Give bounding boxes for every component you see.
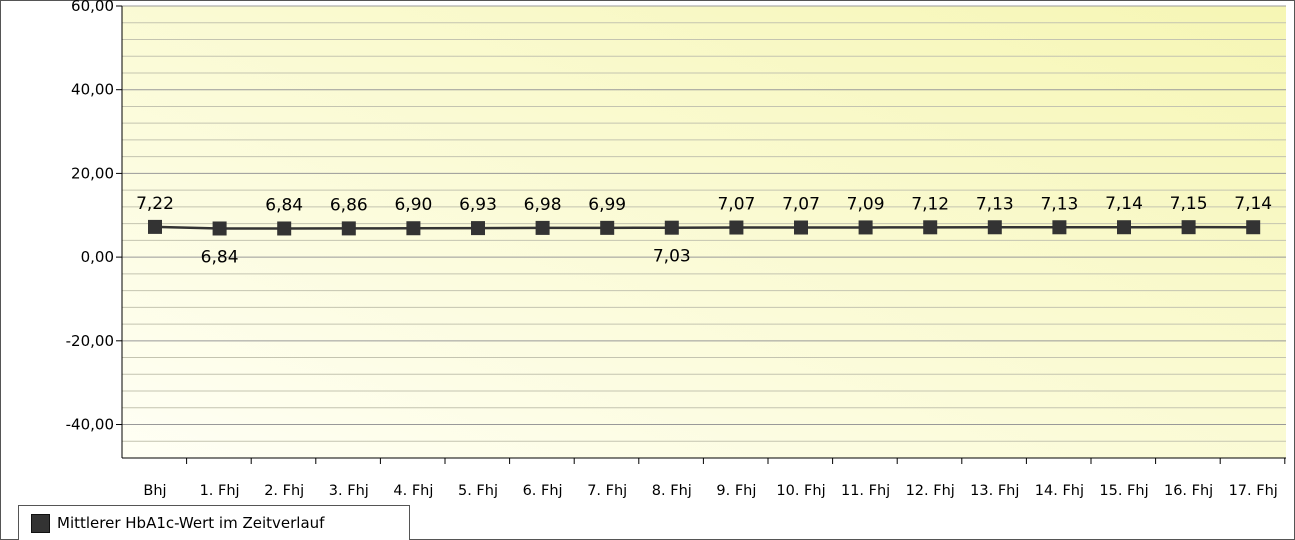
data-label: 6,86 <box>330 195 368 215</box>
plot-area <box>122 6 1286 458</box>
data-label: 7,09 <box>847 194 885 214</box>
data-point <box>1052 220 1067 235</box>
grid-lines <box>122 5 1286 442</box>
y-axis-ticks: 60,00 40,00 20,00 0,00 -20,00 -40,00 <box>66 0 122 434</box>
data-label: 7,15 <box>1170 194 1208 214</box>
data-label: 6,93 <box>459 195 497 215</box>
x-axis-ticks: Bhj 1. Fhj 2. Fhj 3. Fhj 4. Fhj 5. Fhj 6. Fhj 7… <box>143 458 1286 499</box>
data-point <box>923 220 938 235</box>
data-label: 6,84 <box>201 247 239 267</box>
data-label: 6,99 <box>588 195 626 215</box>
x-tick-label: 8. Fhj <box>652 483 692 499</box>
x-tick-label: 12. Fhj <box>906 483 955 499</box>
data-point <box>277 221 292 236</box>
data-point <box>794 220 808 235</box>
data-point <box>471 221 485 236</box>
data-label: 6,90 <box>394 195 432 215</box>
x-tick-label: 13. Fhj <box>970 483 1019 499</box>
y-tick-label: 0,00 <box>81 248 114 266</box>
data-label: 7,03 <box>653 247 691 267</box>
x-tick-label: 2. Fhj <box>264 483 304 499</box>
data-label: 6,84 <box>265 195 303 215</box>
x-tick-label: 15. Fhj <box>1099 483 1148 499</box>
y-tick-label: 20,00 <box>71 164 114 182</box>
x-tick-label: 17. Fhj <box>1229 483 1278 499</box>
data-point <box>148 219 162 234</box>
x-tick-label: 7. Fhj <box>587 483 627 499</box>
y-tick-label: 40,00 <box>71 81 114 99</box>
legend-label: Mittlerer HbA1c-Wert im Zeitverlauf <box>57 514 325 532</box>
x-tick-label: 16. Fhj <box>1164 483 1213 499</box>
data-label: 6,98 <box>524 195 562 215</box>
data-label: 7,12 <box>911 194 949 214</box>
data-label: 7,07 <box>717 195 755 215</box>
data-label: 7,14 <box>1105 194 1143 214</box>
x-tick-label: 4. Fhj <box>393 483 433 499</box>
x-tick-label: 9. Fhj <box>716 483 756 499</box>
data-point <box>600 220 615 235</box>
y-tick-label: -20,00 <box>66 332 114 350</box>
x-tick-label: 11. Fhj <box>841 483 890 499</box>
x-tick-label: Bhj <box>143 483 166 499</box>
x-tick-label: 10. Fhj <box>776 483 825 499</box>
x-tick-label: 6. Fhj <box>523 483 563 499</box>
data-label: 7,13 <box>976 194 1014 214</box>
data-point <box>1246 220 1261 235</box>
data-labels: 7,22 6,84 6,84 6,86 6,90 6,93 6,98 6,99 7,03 7,07… <box>136 194 1272 268</box>
legend: Mittlerer HbA1c-Wert im Zeitverlauf <box>18 505 410 540</box>
data-point <box>1181 220 1196 235</box>
y-tick-label: 60,00 <box>71 0 114 15</box>
series-layer <box>148 219 1261 236</box>
data-point <box>987 220 1002 235</box>
x-tick-label: 5. Fhj <box>458 483 498 499</box>
data-label: 7,22 <box>136 194 174 214</box>
data-label: 7,07 <box>782 195 820 215</box>
data-point <box>341 221 356 236</box>
x-tick-label: 14. Fhj <box>1035 483 1084 499</box>
data-point <box>212 221 227 236</box>
data-point <box>406 221 421 236</box>
x-tick-label: 1. Fhj <box>200 483 240 499</box>
series-line <box>154 225 1254 230</box>
data-label: 7,14 <box>1234 194 1272 214</box>
legend-swatch <box>31 513 50 533</box>
data-point <box>729 220 744 235</box>
data-point <box>664 220 679 235</box>
y-tick-label: -40,00 <box>66 416 114 434</box>
data-point <box>535 220 550 235</box>
data-label: 7,13 <box>1040 194 1078 214</box>
data-point <box>858 220 873 235</box>
x-tick-label: 3. Fhj <box>329 483 369 499</box>
data-point <box>1117 220 1131 235</box>
